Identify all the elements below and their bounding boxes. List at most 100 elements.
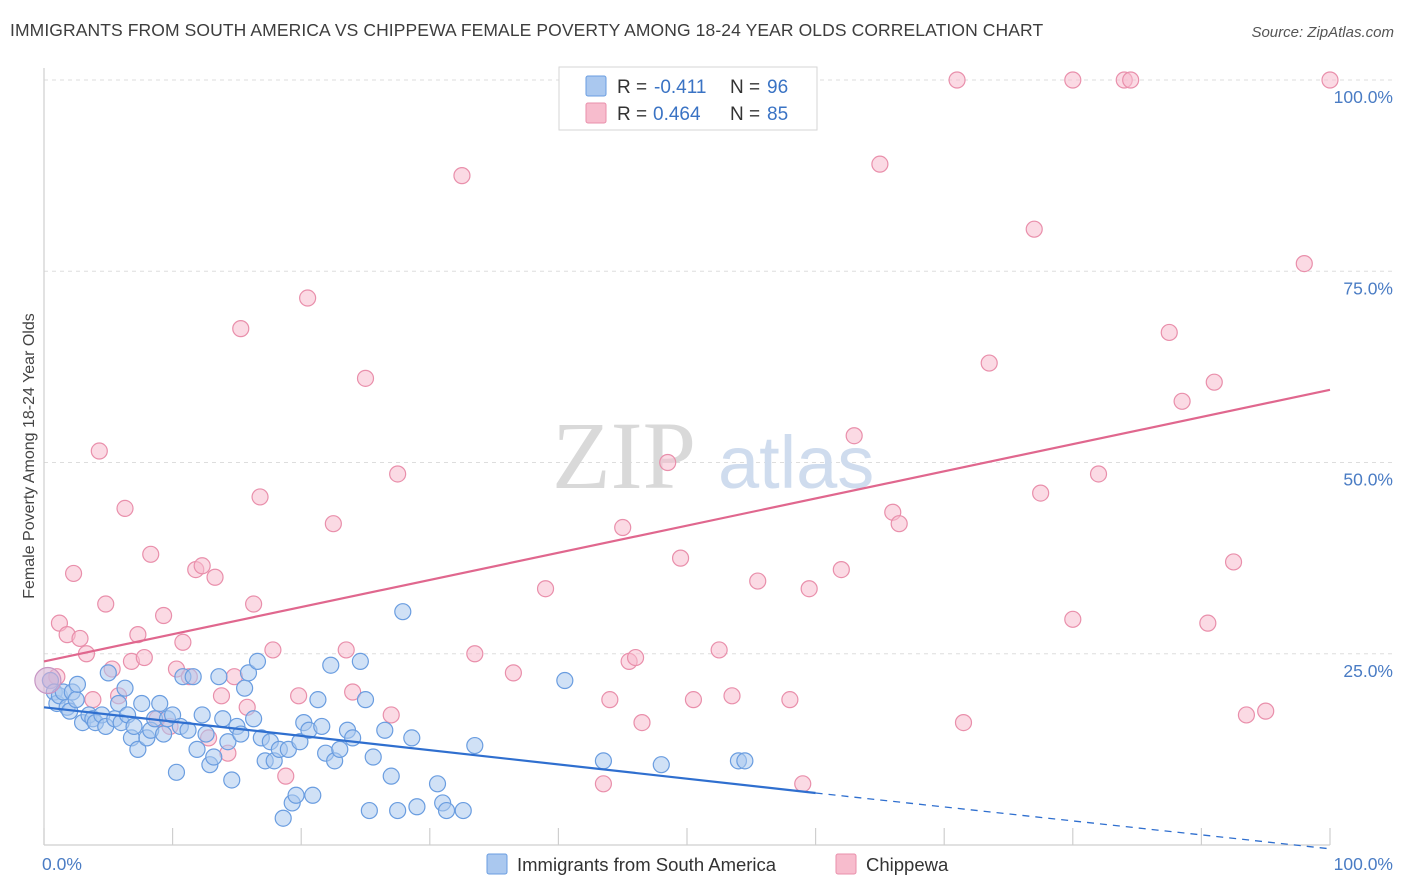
y-axis-label: Female Poverty Among 18-24 Year Olds (21, 313, 38, 599)
immigrants-trend-line (43, 706, 816, 795)
legend-n-label-2: N = (730, 104, 760, 125)
chippewa-point-35 (277, 767, 295, 785)
immigrants-point-65 (304, 786, 322, 804)
immigrants-point-88 (466, 736, 484, 755)
x-axis-ticks (43, 828, 1331, 845)
legend-n-label-1: N = (730, 77, 760, 98)
immigrants-point-58 (274, 809, 292, 827)
immigrants-point-39 (193, 706, 211, 724)
chippewa-point-75 (1089, 465, 1108, 483)
chippewa-point-30 (232, 320, 250, 338)
chippewa-point-57 (710, 641, 728, 659)
chippewa-point-59 (749, 572, 767, 590)
chippewa-point-42 (389, 465, 407, 483)
immigrants-point-46 (223, 771, 241, 789)
chippewa-point-72 (1032, 484, 1050, 502)
immigrants-point-9 (68, 675, 87, 693)
chippewa-point-21 (174, 633, 192, 651)
chippewa-point-68 (948, 71, 966, 89)
chippewa-point-49 (601, 691, 619, 709)
x-tick-label-min: 0.0% (42, 854, 82, 874)
chippewa-point-47 (536, 580, 555, 598)
immigrants-point-42 (205, 748, 223, 766)
chippewa-point-85 (1295, 255, 1313, 273)
chippewa-point-71 (1025, 220, 1043, 238)
series-legend-label-immigrants: Immigrants from South America (517, 854, 777, 875)
immigrants-point-20 (116, 679, 134, 697)
chippewa-point-44 (453, 167, 471, 185)
chart-title: IMMIGRANTS FROM SOUTH AMERICA VS CHIPPEW… (10, 20, 1044, 40)
chippewa-point-55 (671, 549, 690, 567)
chippewa-point-18 (154, 606, 173, 625)
chippewa-point-32 (245, 595, 263, 613)
legend-n-value-2: 85 (767, 104, 788, 125)
immigrants-point-73 (344, 729, 362, 747)
y-tick-label-50: 50.0% (1343, 470, 1393, 490)
trend-lines (43, 388, 1331, 850)
chippewa-point-15 (135, 648, 153, 667)
chippewa-point-86 (1321, 71, 1339, 89)
immigrants-point-30 (154, 725, 173, 743)
immigrants-point-78 (376, 721, 394, 739)
chippewa-point-70 (980, 354, 998, 372)
immigrants-point-24 (129, 740, 147, 758)
immigrants-point-89 (556, 671, 574, 690)
legend-swatch-blue (585, 75, 607, 97)
grid-lines (44, 79, 1395, 655)
immigrants-point-91 (652, 756, 670, 774)
y-tick-labels: 25.0% 50.0% 75.0% 100.0% (1334, 87, 1393, 681)
immigrants-point-52 (248, 652, 267, 671)
immigrants-point-50 (239, 664, 258, 682)
chippewa-point-80 (1199, 614, 1217, 632)
immigrants-point-38 (188, 740, 206, 758)
immigrants-point-49 (236, 679, 254, 697)
chippewa-point-27 (212, 687, 231, 705)
immigrants-point-8 (67, 691, 85, 709)
immigrants-point-81 (394, 603, 412, 621)
immigrants-point-74 (351, 652, 369, 671)
chippewa-point-39 (337, 641, 355, 659)
immigrants-point-76 (360, 801, 378, 820)
chippewa-point-63 (832, 560, 850, 579)
chippewa-point-73 (1064, 610, 1082, 628)
chippewa-point-36 (290, 687, 308, 705)
immigrants-points (34, 603, 754, 827)
chippewa-point-62 (800, 580, 818, 598)
chippewa-point-54 (659, 453, 677, 472)
chippewa-point-45 (466, 645, 484, 663)
series-legend-swatch-chippewa (835, 853, 857, 875)
immigrants-point-67 (313, 717, 331, 736)
chippewa-point-41 (356, 369, 375, 387)
chippewa-point-69 (954, 713, 973, 732)
chippewa-point-26 (206, 568, 224, 586)
immigrants-point-62 (291, 733, 309, 751)
immigrants-point-87 (454, 801, 472, 820)
immigrants-point-37 (184, 668, 202, 686)
immigrants-point-40 (197, 725, 215, 743)
immigrants-point-61 (287, 786, 305, 804)
chippewa-point-84 (1257, 702, 1275, 720)
immigrants-point-33 (167, 763, 186, 781)
immigrants-point-29 (151, 694, 169, 713)
legend-swatch-pink (585, 102, 607, 124)
legend-r-value-2: 0.464 (653, 104, 701, 125)
chippewa-point-7 (84, 691, 102, 709)
chippewa-point-67 (890, 515, 908, 533)
chippewa-point-16 (142, 545, 160, 563)
source-credit: Source: ZipAtlas.com (1251, 24, 1394, 41)
stats-legend: R = -0.411 N = 96 R = 0.464 N = 85 (558, 66, 818, 131)
chippewa-trend-line (43, 388, 1331, 663)
x-tick-label-max: 100.0% (1334, 854, 1393, 874)
series-legend-label-chippewa: Chippewa (866, 854, 949, 875)
chippewa-point-38 (324, 515, 342, 533)
y-tick-label-75: 75.0% (1343, 278, 1393, 298)
immigrants-point-93 (736, 752, 754, 770)
chippewa-point-79 (1173, 392, 1191, 410)
immigrants-point-51 (245, 710, 263, 728)
immigrants-point-66 (309, 691, 327, 709)
chippewa-point-34 (264, 641, 282, 659)
immigrants-point-23 (125, 717, 143, 736)
immigrants-trend-extension (815, 792, 1331, 850)
immigrants-point-82 (403, 729, 421, 747)
chippewa-point-9 (97, 595, 115, 613)
